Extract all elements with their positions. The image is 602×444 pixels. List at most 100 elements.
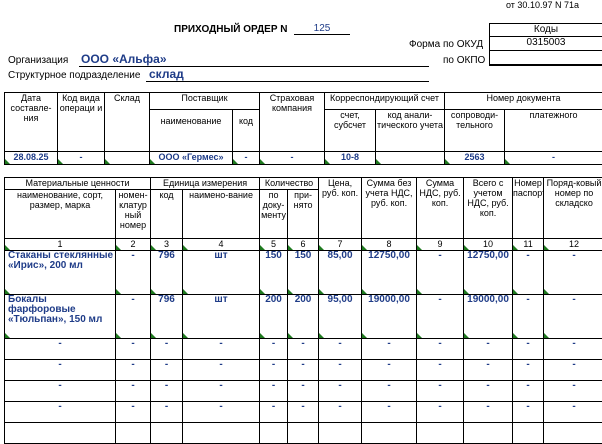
item-order-no[interactable]: - xyxy=(543,380,602,402)
item-name[interactable]: Стаканы стеклянные «Ирис», 200 мл xyxy=(4,250,116,295)
item-qty-accepted[interactable]: 200 xyxy=(287,294,320,339)
item-vat[interactable]: - xyxy=(416,294,465,339)
item-order-no[interactable]: - xyxy=(543,294,602,339)
item-qty-doc[interactable]: 150 xyxy=(259,250,289,295)
item-unit-code[interactable]: - xyxy=(150,380,184,402)
item-qty-doc[interactable]: - xyxy=(259,359,289,381)
item-unit-name[interactable]: шт xyxy=(182,250,261,295)
item-unit-code[interactable]: - xyxy=(150,359,184,381)
item-qty-accepted[interactable]: - xyxy=(287,338,320,360)
item-order-no[interactable]: - xyxy=(543,401,602,423)
value-op-code[interactable]: - xyxy=(57,151,105,165)
item-nomenclature[interactable]: - xyxy=(114,294,152,339)
item-passport[interactable]: - xyxy=(512,401,545,423)
item-name[interactable]: - xyxy=(4,359,116,381)
item-unit-code[interactable]: - xyxy=(150,401,184,423)
item-nomenclature[interactable]: - xyxy=(114,338,152,360)
item-name[interactable]: Бокалы фарфоровые «Тюльпан», 150 мл xyxy=(4,294,116,339)
item-total[interactable]: - xyxy=(463,380,514,402)
item-total[interactable]: - xyxy=(463,401,514,423)
item-qty-accepted[interactable]: - xyxy=(287,380,320,402)
item-passport[interactable]: - xyxy=(512,380,545,402)
value-date[interactable]: 28.08.25 xyxy=(4,151,58,165)
item-qty-accepted[interactable] xyxy=(287,422,320,444)
value-corr-analytic[interactable] xyxy=(375,151,445,165)
item-price[interactable]: 95,00 xyxy=(318,294,363,339)
item-total[interactable]: 19000,00 xyxy=(463,294,514,339)
item-nomenclature[interactable]: - xyxy=(114,359,152,381)
item-unit-code[interactable]: 796 xyxy=(150,294,184,339)
item-name[interactable]: - xyxy=(4,380,116,402)
item-qty-accepted[interactable]: - xyxy=(287,401,320,423)
item-order-no[interactable]: - xyxy=(543,338,602,360)
item-unit-code[interactable]: 796 xyxy=(150,250,184,295)
okpo-value[interactable] xyxy=(489,50,602,66)
item-unit-code[interactable]: - xyxy=(150,338,184,360)
item-order-no[interactable] xyxy=(543,422,602,444)
item-unit-name[interactable]: - xyxy=(182,338,261,360)
item-nomenclature[interactable]: - xyxy=(114,250,152,295)
item-nomenclature[interactable]: - xyxy=(114,401,152,423)
item-total[interactable] xyxy=(463,422,514,444)
item-qty-doc[interactable]: - xyxy=(259,338,289,360)
value-warehouse[interactable] xyxy=(104,151,150,165)
dept-value[interactable]: склад xyxy=(149,67,184,81)
item-sum-novat[interactable]: - xyxy=(361,380,418,402)
item-passport[interactable] xyxy=(512,422,545,444)
value-insurer[interactable]: - xyxy=(259,151,325,165)
item-passport[interactable]: - xyxy=(512,250,545,295)
item-nomenclature[interactable]: - xyxy=(114,380,152,402)
value-doc-payment[interactable]: - xyxy=(504,151,602,165)
item-qty-accepted[interactable]: 150 xyxy=(287,250,320,295)
item-sum-novat[interactable]: 12750,00 xyxy=(361,250,418,295)
item-unit-name[interactable]: - xyxy=(182,401,261,423)
item-vat[interactable]: - xyxy=(416,359,465,381)
item-sum-novat[interactable]: - xyxy=(361,359,418,381)
item-qty-doc[interactable]: - xyxy=(259,401,289,423)
item-nomenclature[interactable] xyxy=(114,422,152,444)
item-sum-novat[interactable]: 19000,00 xyxy=(361,294,418,339)
value-corr-subaccount[interactable]: 10-8 xyxy=(324,151,376,165)
item-price[interactable]: - xyxy=(318,401,363,423)
item-vat[interactable]: - xyxy=(416,380,465,402)
item-total[interactable]: 12750,00 xyxy=(463,250,514,295)
item-sum-novat[interactable] xyxy=(361,422,418,444)
item-qty-doc[interactable]: 200 xyxy=(259,294,289,339)
item-unit-name[interactable] xyxy=(182,422,261,444)
item-qty-doc[interactable]: - xyxy=(259,380,289,402)
item-unit-name[interactable]: - xyxy=(182,359,261,381)
item-vat[interactable]: - xyxy=(416,401,465,423)
item-sum-novat[interactable]: - xyxy=(361,401,418,423)
item-total[interactable]: - xyxy=(463,359,514,381)
item-qty-accepted[interactable]: - xyxy=(287,359,320,381)
item-total[interactable]: - xyxy=(463,338,514,360)
item-order-no[interactable]: - xyxy=(543,359,602,381)
item-qty-doc[interactable] xyxy=(259,422,289,444)
item-price[interactable]: - xyxy=(318,359,363,381)
item-price[interactable]: - xyxy=(318,380,363,402)
item-unit-name[interactable]: шт xyxy=(182,294,261,339)
item-sum-novat[interactable]: - xyxy=(361,338,418,360)
value-doc-accompanying[interactable]: 2563 xyxy=(444,151,505,165)
item-name[interactable]: - xyxy=(4,338,116,360)
item-name[interactable]: - xyxy=(4,401,116,423)
header-qty-accepted: при-нято xyxy=(287,189,320,239)
item-vat[interactable]: - xyxy=(416,338,465,360)
item-name[interactable] xyxy=(4,422,116,444)
item-unit-code[interactable] xyxy=(150,422,184,444)
item-price[interactable]: 85,00 xyxy=(318,250,363,295)
item-price[interactable]: - xyxy=(318,338,363,360)
item-passport[interactable]: - xyxy=(512,294,545,339)
org-value[interactable]: ООО «Альфа» xyxy=(81,52,167,66)
item-vat[interactable]: - xyxy=(416,250,465,295)
value-supplier-name[interactable]: ООО «Гермес» xyxy=(149,151,233,165)
order-number[interactable]: 125 xyxy=(294,23,350,35)
value-supplier-code[interactable]: - xyxy=(232,151,260,165)
item-order-no[interactable]: - xyxy=(543,250,602,295)
item-passport[interactable]: - xyxy=(512,338,545,360)
item-unit-name[interactable]: - xyxy=(182,380,261,402)
okpo-label: по ОКПО xyxy=(443,55,486,66)
item-vat[interactable] xyxy=(416,422,465,444)
item-price[interactable] xyxy=(318,422,363,444)
item-passport[interactable]: - xyxy=(512,359,545,381)
